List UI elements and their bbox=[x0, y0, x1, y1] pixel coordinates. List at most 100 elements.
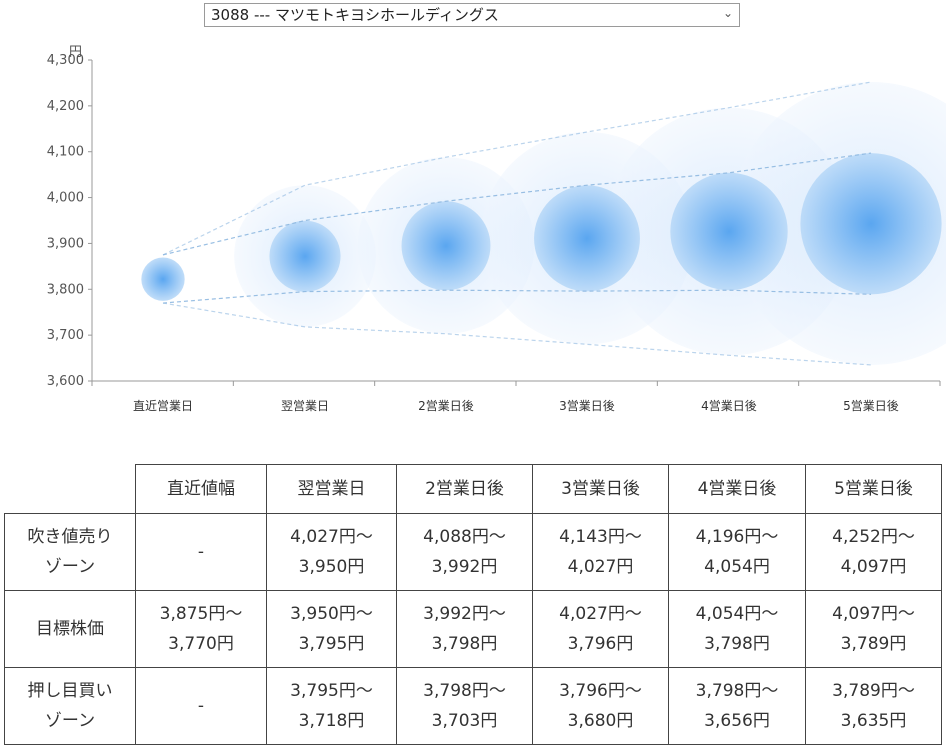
row-label-line: 押し目買い bbox=[27, 681, 113, 701]
table-cell: 4,027円～ 3,796円 bbox=[532, 590, 669, 668]
target-bubble bbox=[401, 201, 491, 291]
table-cell: 3,796円～ 3,680円 bbox=[532, 667, 669, 745]
chevron-down-icon: ⌄ bbox=[722, 6, 733, 20]
target-bubble bbox=[534, 185, 640, 292]
cell-line: 3,789円 bbox=[840, 634, 907, 654]
cell-line: - bbox=[197, 542, 205, 562]
cell-line: 3,875円～ bbox=[159, 604, 243, 624]
column-header: 2営業日後 bbox=[396, 464, 533, 514]
table-cell: 3,798円～ 3,656円 bbox=[668, 667, 806, 745]
cell-line: 3,798円～ bbox=[423, 681, 506, 701]
y-tick-label: 4,100 bbox=[47, 145, 84, 160]
target-upper-line bbox=[162, 152, 872, 256]
cell-line: 4,097円 bbox=[840, 557, 907, 577]
y-tick-label: 3,900 bbox=[47, 236, 84, 251]
cell-line: 4,027円 bbox=[567, 557, 634, 577]
table-cell: 3,950円～ 3,795円 bbox=[266, 590, 397, 668]
cell-line: 3,795円～ bbox=[290, 681, 373, 701]
y-tick-label: 3,800 bbox=[47, 282, 84, 297]
cell-line: 4,054円～ bbox=[695, 604, 779, 624]
y-unit-label: 円 bbox=[69, 45, 82, 60]
target-bubble bbox=[670, 172, 788, 291]
cell-line: 3,798円～ bbox=[695, 681, 779, 701]
cell-line: 4,252円～ bbox=[832, 527, 915, 547]
target-bubble bbox=[141, 257, 185, 301]
x-tick-label: 直近営業日 bbox=[133, 399, 193, 413]
row-label-line: ゾーン bbox=[44, 711, 96, 731]
row-label: 押し目買い ゾーン bbox=[4, 667, 136, 745]
cell-line: 3,789円～ bbox=[832, 681, 915, 701]
table-cell: 4,196円～ 4,054円 bbox=[668, 513, 806, 591]
cell-line: 3,680円 bbox=[567, 711, 634, 731]
row-label: 吹き値売り ゾーン bbox=[4, 513, 136, 591]
table-cell: 4,097円～ 3,789円 bbox=[805, 590, 942, 668]
outer-lower-line bbox=[162, 302, 872, 366]
table-row: 吹き値売り ゾーン - 4,027円～ 3,950円 4,088円～ 3,992円 4,143… bbox=[4, 513, 942, 591]
table-cell: - bbox=[135, 513, 267, 591]
x-tick-label: 3営業日後 bbox=[559, 399, 615, 413]
cell-line: 3,992円 bbox=[431, 557, 498, 577]
table-cell: 4,054円～ 3,798円 bbox=[668, 590, 806, 668]
cell-line: 4,196円～ bbox=[695, 527, 779, 547]
y-tick-label: 4,000 bbox=[47, 191, 84, 206]
y-tick-label: 4,300 bbox=[47, 53, 84, 68]
table-corner-cell bbox=[4, 464, 136, 514]
column-header: 5営業日後 bbox=[805, 464, 942, 514]
table-row: 目標株価 3,875円～ 3,770円 3,950円～ 3,795円 3,992円～ 3,7… bbox=[4, 590, 942, 668]
cell-line: 3,798円 bbox=[704, 634, 770, 654]
table-cell: 3,875円～ 3,770円 bbox=[135, 590, 267, 668]
cell-line: 4,097円～ bbox=[832, 604, 915, 624]
table-cell: 4,027円～ 3,950円 bbox=[266, 513, 397, 591]
table-cell: 3,795円～ 3,718円 bbox=[266, 667, 397, 745]
x-tick-label: 翌営業日 bbox=[281, 399, 329, 413]
cell-line: - bbox=[197, 696, 205, 716]
forecast-table: 直近値幅 翌営業日 2営業日後 3営業日後 4営業日後 5営業日後 吹き値売り ゾーン - 4,… bbox=[4, 464, 942, 745]
y-tick-label: 3,600 bbox=[47, 374, 84, 389]
cell-line: 3,950円 bbox=[298, 557, 365, 577]
target-lower-line bbox=[162, 289, 872, 304]
row-label: 目標株価 bbox=[4, 590, 136, 668]
row-label-line: 目標株価 bbox=[36, 619, 104, 639]
y-tick-label: 4,200 bbox=[47, 99, 84, 114]
column-header: 翌営業日 bbox=[266, 464, 397, 514]
column-header: 3営業日後 bbox=[532, 464, 669, 514]
cell-line: 3,656円 bbox=[704, 711, 770, 731]
cell-line: 4,143円～ bbox=[559, 527, 642, 547]
y-tick-label: 3,700 bbox=[47, 328, 84, 343]
x-tick-label: 2営業日後 bbox=[418, 399, 474, 413]
table-cell: - bbox=[135, 667, 267, 745]
target-bubble bbox=[800, 153, 942, 295]
target-bubble bbox=[269, 220, 341, 292]
cell-line: 3,635円 bbox=[840, 711, 907, 731]
row-label-line: ゾーン bbox=[44, 557, 96, 577]
cell-line: 3,795円 bbox=[298, 634, 365, 654]
cell-line: 3,718円 bbox=[298, 711, 365, 731]
column-header: 直近値幅 bbox=[135, 464, 267, 514]
cell-line: 3,798円 bbox=[431, 634, 498, 654]
cell-line: 3,992円～ bbox=[423, 604, 506, 624]
table-cell: 4,252円～ 4,097円 bbox=[805, 513, 942, 591]
cell-line: 4,054円 bbox=[704, 557, 770, 577]
table-cell: 4,143円～ 4,027円 bbox=[532, 513, 669, 591]
stock-selector-value: 3088 --- マツモトキヨシホールディングス bbox=[211, 6, 499, 24]
cell-line: 3,950円～ bbox=[290, 604, 373, 624]
cell-line: 3,770円 bbox=[168, 634, 234, 654]
x-tick-label: 4営業日後 bbox=[701, 399, 757, 413]
column-header: 4営業日後 bbox=[668, 464, 806, 514]
cell-line: 3,796円～ bbox=[559, 681, 642, 701]
forecast-chart: 3,600 3,700 3,800 3,900 4,000 4,100 4,200 4,300… bbox=[47, 45, 946, 413]
cell-line: 3,796円 bbox=[567, 634, 634, 654]
cell-line: 3,703円 bbox=[431, 711, 498, 731]
table-cell: 3,992円～ 3,798円 bbox=[396, 590, 533, 668]
cell-line: 4,088円～ bbox=[423, 527, 506, 547]
cell-line: 4,027円～ bbox=[290, 527, 373, 547]
table-cell: 3,789円～ 3,635円 bbox=[805, 667, 942, 745]
table-cell: 3,798円～ 3,703円 bbox=[396, 667, 533, 745]
table-cell: 4,088円～ 3,992円 bbox=[396, 513, 533, 591]
table-header-row: 直近値幅 翌営業日 2営業日後 3営業日後 4営業日後 5営業日後 bbox=[4, 464, 942, 514]
x-tick-label: 5営業日後 bbox=[843, 399, 899, 413]
outer-upper-line bbox=[162, 81, 872, 256]
table-row: 押し目買いゾーン - 3,795円～ 3,718円 3,798円～ 3,703円 3,796… bbox=[4, 667, 942, 745]
cell-line: 4,027円～ bbox=[559, 604, 642, 624]
stock-selector[interactable]: 3088 --- マツモトキヨシホールディングス ⌄ bbox=[204, 3, 740, 27]
